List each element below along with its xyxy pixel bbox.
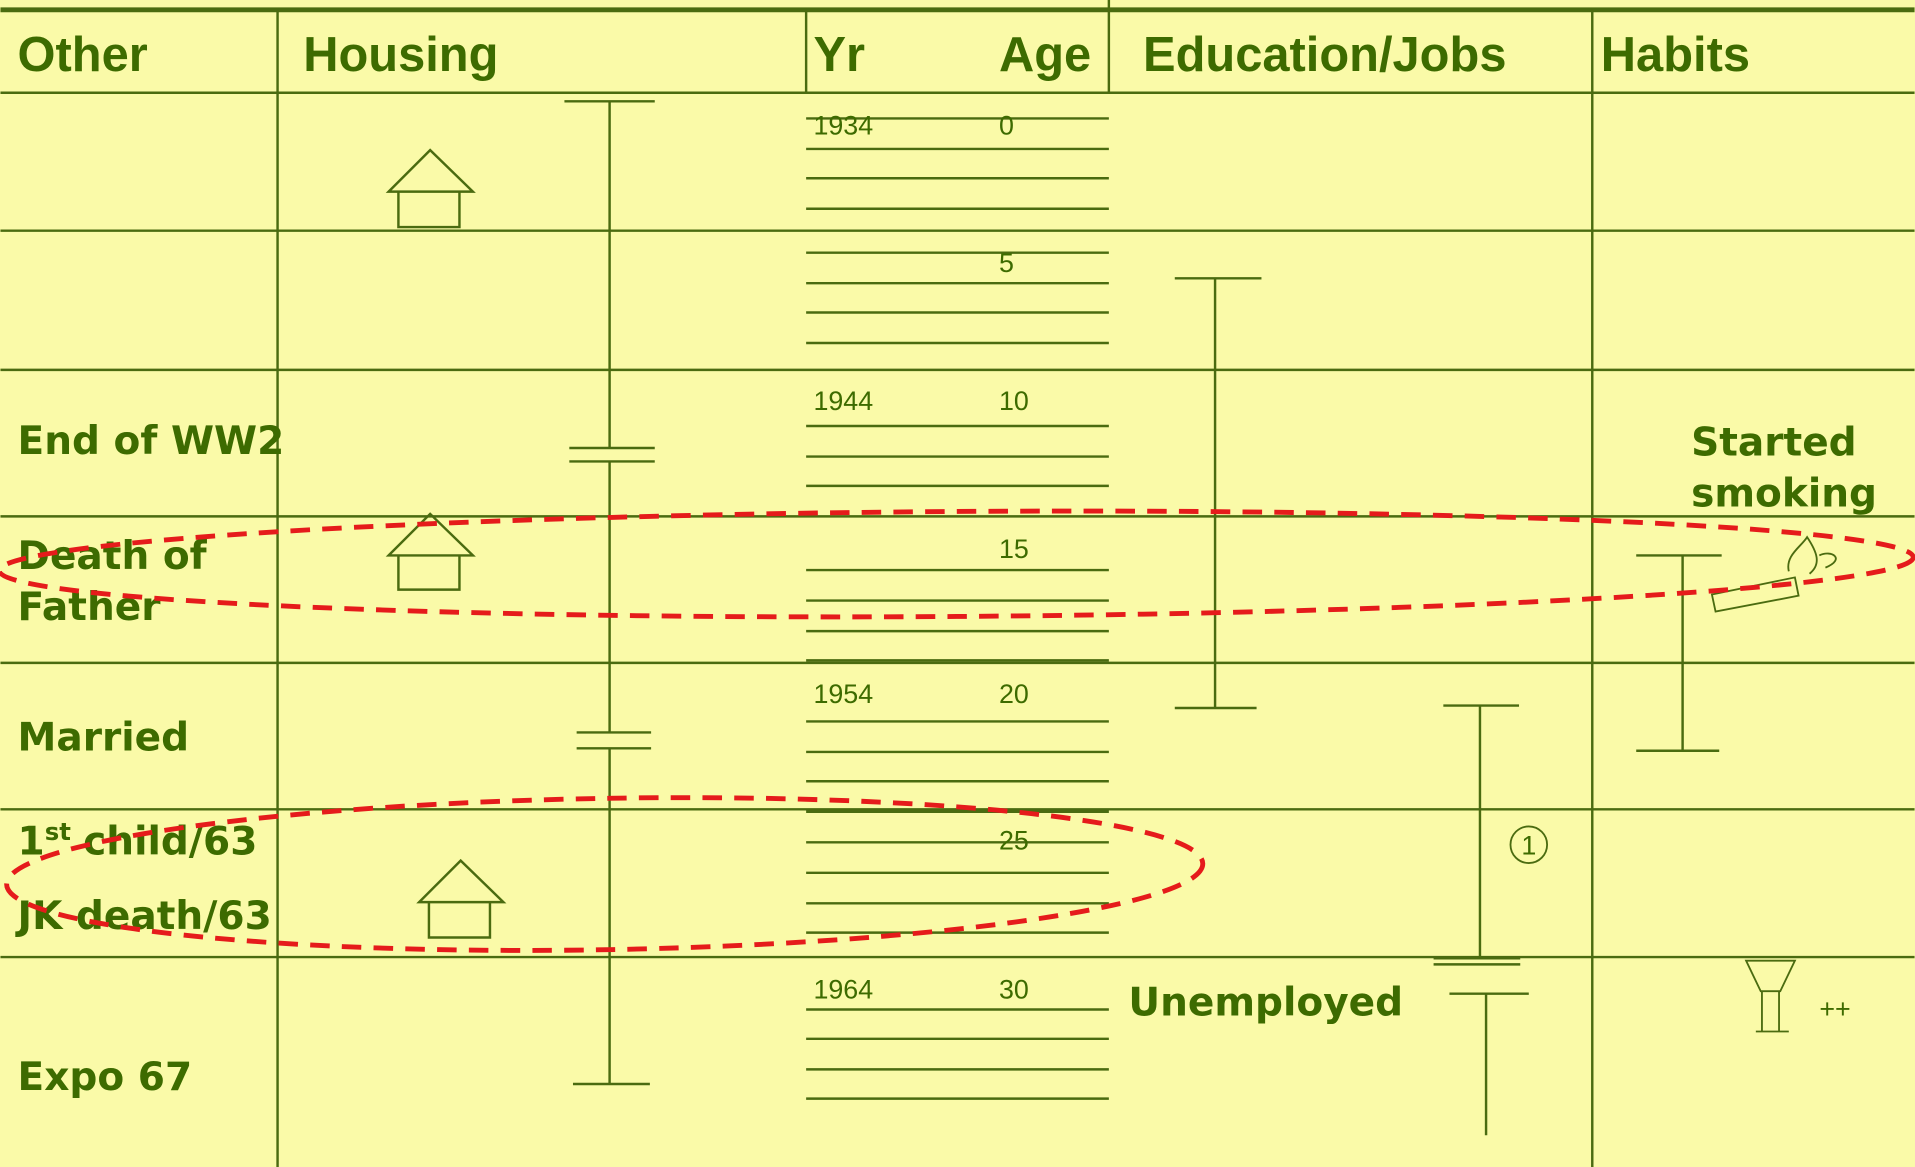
event-text: Married — [18, 716, 190, 761]
year-lines — [806, 117, 1109, 1100]
circle-label: 1 — [1521, 830, 1536, 860]
event-text: Started — [1691, 420, 1857, 465]
house-icon — [385, 148, 476, 229]
year-label: 1954 — [813, 679, 873, 709]
year-label: 1964 — [813, 975, 873, 1005]
column-header: Habits — [1601, 28, 1750, 82]
highlight-ellipse — [0, 508, 1915, 620]
column-header: Housing — [303, 28, 498, 82]
habit-note: ++ — [1819, 994, 1850, 1024]
event-text: Unemployed — [1128, 981, 1403, 1026]
age-label: 5 — [999, 248, 1014, 278]
event-text: End of WW2 — [18, 419, 285, 464]
column-header: Yr — [813, 28, 865, 82]
event-text: Father — [18, 585, 162, 630]
event-text: Expo 67 — [18, 1055, 193, 1100]
cigarette-icon — [1710, 535, 1837, 613]
age-label: 25 — [999, 826, 1029, 856]
house-icon — [385, 512, 476, 591]
column-header: Other — [18, 28, 148, 82]
age-label: 15 — [999, 534, 1029, 564]
age-label: 20 — [999, 679, 1029, 709]
event-text: smoking — [1691, 472, 1877, 517]
column-header: Age — [999, 28, 1091, 82]
column-header: Education/Jobs — [1143, 28, 1506, 82]
age-label: 30 — [999, 975, 1029, 1005]
age-label: 10 — [999, 386, 1029, 416]
year-label: 1934 — [813, 110, 873, 140]
superscript: st — [45, 817, 72, 846]
event-text: JK death/63 — [15, 894, 272, 939]
house-icon — [416, 858, 507, 939]
glass-icon — [1744, 959, 1797, 1033]
year-label: 1944 — [813, 386, 873, 416]
circle-marker — [1509, 825, 1549, 864]
highlight-ellipse — [4, 795, 1206, 953]
age-label: 0 — [999, 110, 1014, 140]
